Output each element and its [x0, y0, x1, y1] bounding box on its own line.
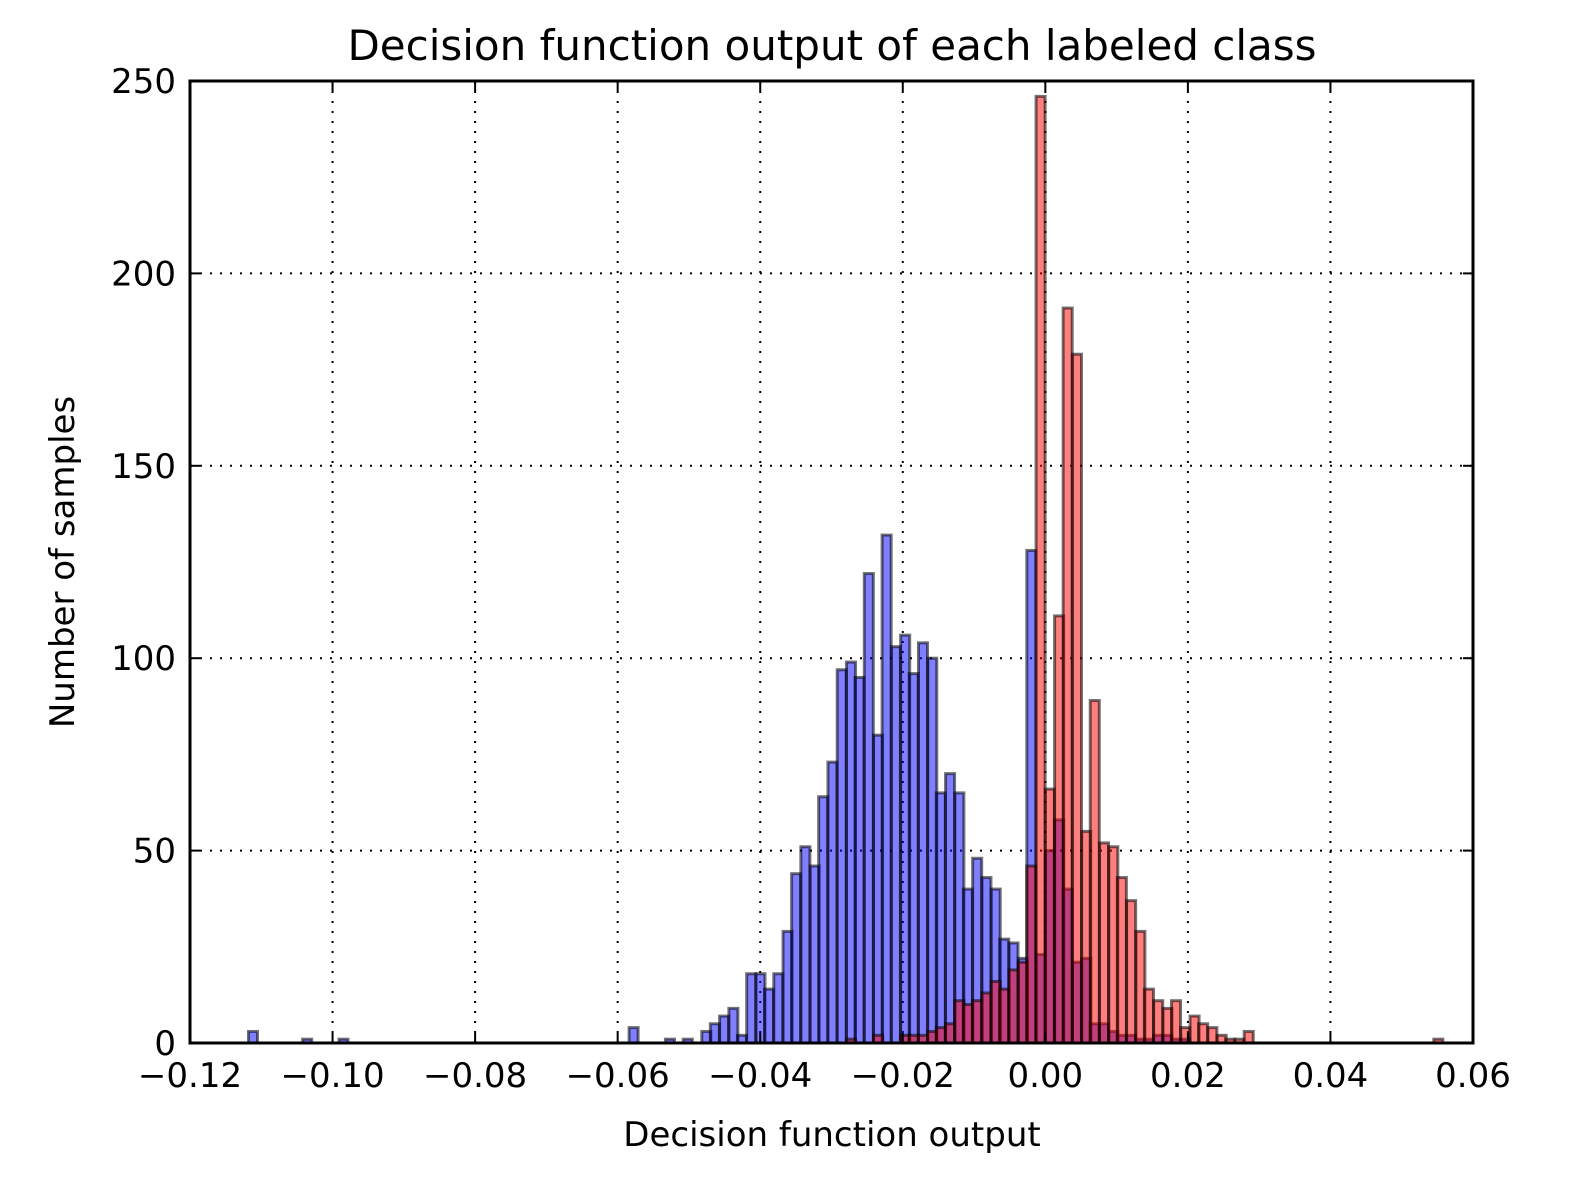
histogram-bars — [246, 94, 1445, 1045]
histogram-bar — [1061, 306, 1074, 1045]
histogram-bar — [889, 645, 902, 1045]
histogram-bar — [961, 1003, 974, 1045]
histogram-bar — [772, 972, 785, 1045]
histogram-bar — [1088, 699, 1101, 1045]
y-axis-label: Number of samples — [43, 396, 83, 728]
y-tick-label: 150 — [111, 447, 176, 487]
histogram-bar — [1115, 876, 1128, 1045]
histogram-bar — [835, 668, 848, 1045]
histogram-bar — [1043, 787, 1056, 1045]
chart-title: Decision function output of each labeled… — [347, 21, 1316, 70]
y-tick-label: 250 — [111, 62, 176, 102]
x-tick-label: 0.06 — [1435, 1056, 1511, 1096]
x-tick-label: 0.00 — [1007, 1056, 1083, 1096]
x-tick-label: −0.04 — [708, 1056, 812, 1096]
x-tick-label: −0.12 — [138, 1056, 242, 1096]
histogram-bar — [826, 760, 839, 1045]
axis-ticks — [189, 80, 1474, 1044]
histogram-bar — [944, 1022, 957, 1045]
plot-frame — [188, 79, 1475, 1045]
histogram-bar — [907, 672, 920, 1045]
histogram-bar — [998, 987, 1011, 1045]
histogram-bar — [1197, 1022, 1210, 1045]
histogram-bar — [971, 999, 984, 1045]
histogram-bar — [880, 533, 893, 1045]
histogram-bar — [1007, 968, 1020, 1045]
y-tick-label: 200 — [111, 254, 176, 294]
histogram-bar — [934, 1026, 947, 1045]
x-axis-label: Decision function output — [623, 1115, 1040, 1155]
histogram-bar — [790, 872, 803, 1045]
histogram-bar — [718, 1014, 731, 1045]
histogram-bar — [246, 1029, 260, 1045]
histogram-bar — [1152, 999, 1165, 1045]
x-tick-labels: −0.12 −0.10 −0.08 −0.06 −0.04 −0.02 0.00 0.02 0.… — [138, 1056, 1511, 1096]
histogram-bar — [934, 791, 947, 1045]
histogram-bar — [708, 1022, 721, 1045]
histogram-bar — [853, 675, 866, 1045]
x-tick-label: −0.02 — [851, 1056, 955, 1096]
y-tick-labels: 0 50 100 150 200 250 — [111, 62, 176, 1064]
histogram-bar — [1098, 841, 1111, 1045]
histogram-bar — [762, 987, 776, 1045]
histogram-bar — [627, 1026, 640, 1045]
histogram-bar — [1070, 352, 1083, 1045]
histogram-bar — [944, 772, 957, 1045]
histogram-bar — [799, 845, 812, 1045]
histogram-bar — [980, 991, 993, 1045]
x-tick-label: 0.02 — [1150, 1056, 1226, 1096]
histogram-bar — [1242, 1029, 1255, 1045]
histogram-bar — [745, 972, 758, 1045]
x-tick-label: −0.10 — [280, 1056, 384, 1096]
histogram-bar — [1025, 864, 1038, 1045]
histogram-bar — [916, 641, 930, 1045]
histogram-bar — [1034, 94, 1047, 1045]
x-tick-label: 0.04 — [1293, 1056, 1369, 1096]
histogram-bar — [1169, 999, 1183, 1045]
y-tick-label: 50 — [133, 832, 176, 872]
histogram-bar — [1125, 899, 1138, 1045]
y-tick-label: 0 — [154, 1024, 176, 1064]
y-tick-label: 100 — [111, 639, 176, 679]
histogram-bar — [817, 795, 830, 1045]
histogram-bar — [862, 572, 875, 1045]
x-tick-label: −0.06 — [566, 1056, 670, 1096]
histogram-bar — [1206, 1026, 1219, 1045]
histogram-bar — [1142, 987, 1155, 1045]
x-tick-label: −0.08 — [423, 1056, 527, 1096]
